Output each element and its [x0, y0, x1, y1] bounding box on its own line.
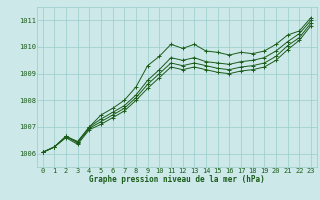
X-axis label: Graphe pression niveau de la mer (hPa): Graphe pression niveau de la mer (hPa) [89, 175, 265, 184]
